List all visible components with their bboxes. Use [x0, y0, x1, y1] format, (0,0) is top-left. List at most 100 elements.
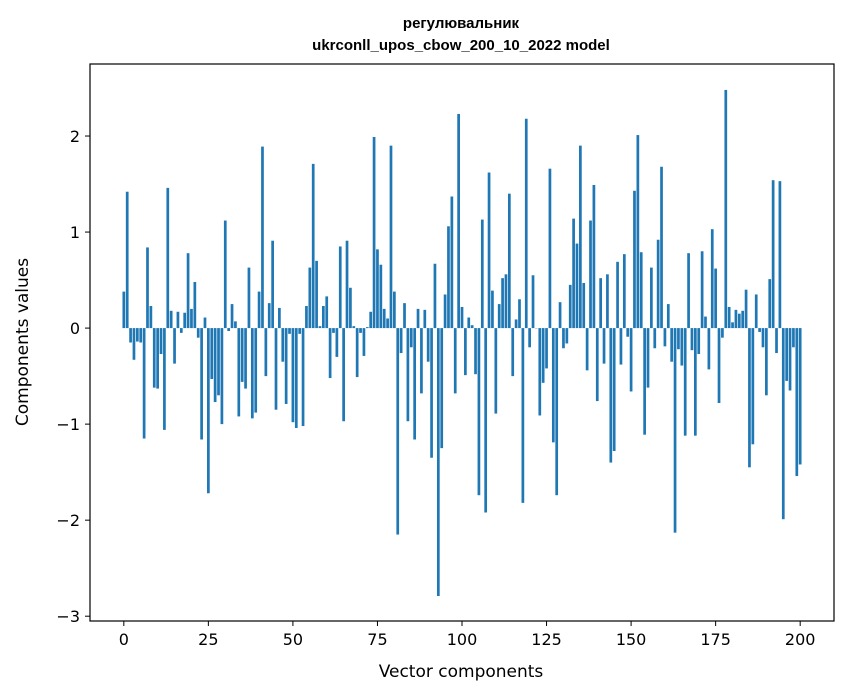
bar [582, 282, 586, 329]
bar [166, 187, 170, 329]
y-tick-label: 2 [70, 127, 80, 146]
bar [653, 328, 657, 349]
bar [768, 279, 772, 329]
bar [217, 328, 220, 396]
bar [690, 328, 694, 351]
bar [494, 328, 498, 414]
bar [132, 328, 136, 360]
bar [514, 319, 518, 329]
chart-title-line1: регулювальник [403, 15, 520, 32]
bar [606, 274, 609, 329]
x-tick-label: 200 [785, 630, 816, 649]
bar [325, 296, 329, 329]
bar [433, 263, 437, 329]
bar [139, 328, 143, 343]
bar [436, 328, 440, 597]
plot-frame [89, 63, 835, 622]
bar [250, 328, 254, 419]
bar [213, 328, 217, 403]
bar [406, 328, 410, 422]
bar [183, 312, 187, 329]
bar [792, 328, 795, 348]
x-tick-label: 175 [700, 630, 731, 649]
bar [504, 274, 508, 329]
bar [741, 310, 745, 329]
bar [440, 328, 444, 449]
x-axis-ticks: 0 25 50 75 100 125 150 175 200 [119, 621, 816, 649]
bar [399, 328, 403, 354]
bar [200, 328, 203, 440]
bar [176, 311, 180, 329]
x-tick-label: 150 [616, 630, 647, 649]
bar [237, 328, 241, 417]
bar [220, 328, 224, 425]
bar [677, 328, 680, 350]
x-tick-label: 0 [119, 630, 129, 649]
bar [545, 328, 548, 369]
bar [477, 328, 481, 496]
bar [670, 328, 674, 362]
bar [284, 328, 288, 404]
bar [447, 226, 450, 329]
bar [558, 302, 562, 329]
bar [548, 168, 552, 329]
bar [460, 306, 464, 329]
bar [491, 290, 494, 329]
bar [122, 291, 126, 329]
bar [321, 306, 325, 329]
bar [562, 328, 565, 349]
bar [146, 247, 149, 329]
bar [254, 328, 258, 413]
bar [365, 327, 369, 329]
bar [264, 328, 268, 377]
bar [173, 328, 176, 364]
bar [565, 328, 569, 344]
bar [169, 310, 173, 329]
bar [572, 218, 575, 329]
y-tick-label: 0 [70, 319, 80, 338]
bar [721, 328, 724, 338]
bar [633, 190, 636, 329]
bar [497, 304, 501, 329]
bar [240, 328, 244, 382]
y-tick-label: −2 [56, 511, 80, 530]
bar [511, 328, 515, 377]
chart-title-line2: ukrconll_upos_cbow_200_10_2022 model [312, 37, 610, 54]
bar [484, 328, 488, 513]
bar [382, 308, 386, 329]
x-tick-label: 50 [283, 630, 303, 649]
bar [592, 185, 596, 329]
bar [555, 328, 559, 496]
bar [349, 287, 352, 329]
bar [386, 318, 389, 329]
bar [487, 172, 491, 329]
bar [568, 284, 572, 329]
bar [710, 229, 714, 329]
bar [521, 328, 525, 503]
bar [267, 303, 271, 329]
bar [278, 307, 281, 329]
bar [149, 306, 153, 329]
bar [152, 328, 156, 388]
x-axis-label: Vector components [379, 662, 544, 682]
bar [616, 261, 619, 329]
bar [650, 267, 653, 329]
bar [687, 253, 690, 329]
bar [656, 239, 660, 329]
bar [230, 304, 234, 329]
bar [291, 328, 295, 423]
bar [579, 145, 582, 329]
bar [714, 268, 717, 329]
bar [636, 135, 640, 329]
bar [156, 328, 159, 389]
bar [585, 328, 589, 371]
bar [754, 294, 758, 329]
bar [203, 317, 207, 329]
bar [234, 321, 237, 329]
bar [663, 328, 667, 347]
bar [135, 328, 139, 342]
bar [207, 328, 210, 494]
bar [345, 240, 349, 329]
bar [193, 282, 197, 329]
bar [666, 304, 670, 329]
